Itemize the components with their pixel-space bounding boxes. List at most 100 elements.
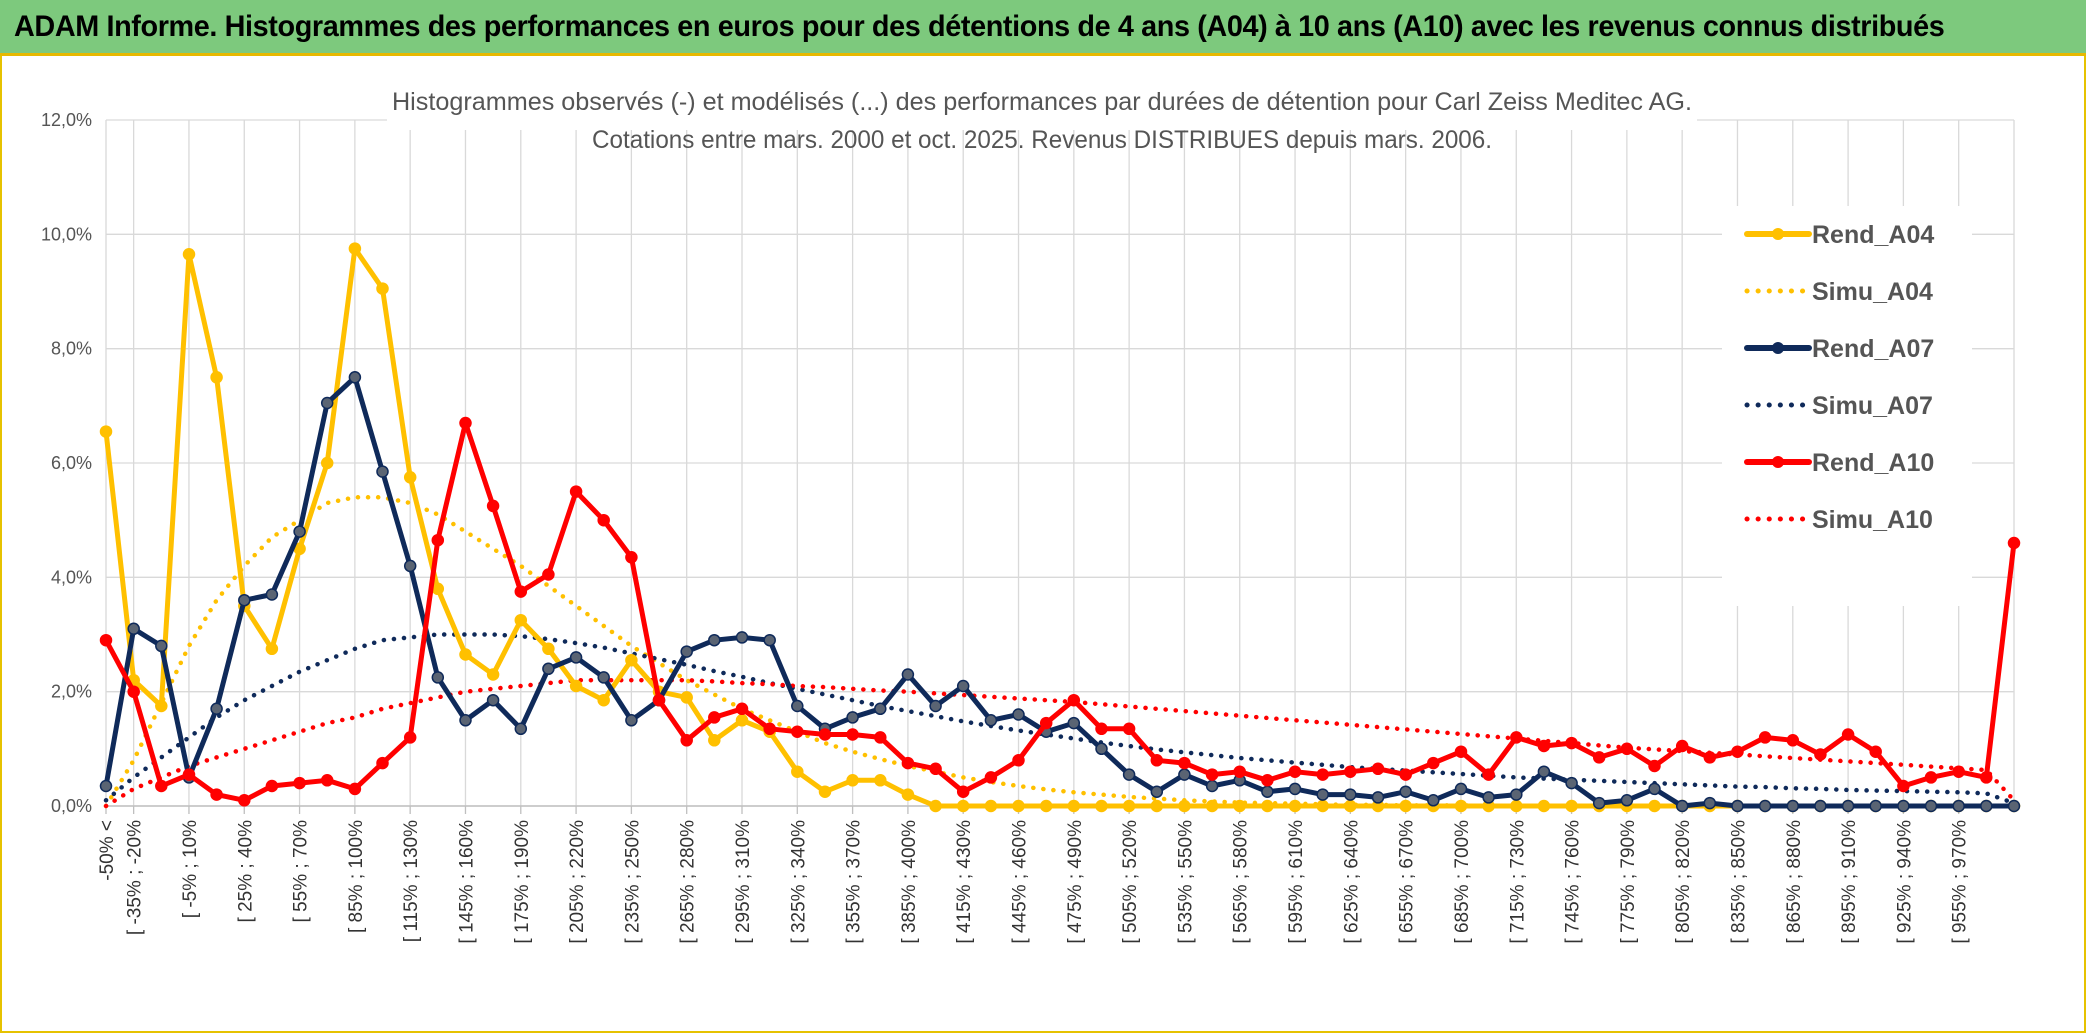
- point-rend-a07: [1510, 788, 1523, 801]
- point-rend-a04: [1648, 799, 1661, 813]
- point-rend-a10: [1288, 765, 1302, 778]
- point-rend-a07: [238, 593, 251, 607]
- point-rend-a10: [1371, 762, 1385, 776]
- y-axis-ticks: 0,0% 2,0% 4,0% 6,0% 8,0% 10,0% 12,0%: [41, 110, 92, 816]
- y-tick-label: 2,0%: [51, 682, 92, 702]
- legend-marker-rend-a07: [1772, 342, 1784, 354]
- point-rend-a07: [1261, 785, 1274, 798]
- x-tick-label: [ 475% ; 490%: [1065, 820, 1086, 944]
- point-rend-a10: [1205, 768, 1219, 781]
- point-rend-a10: [874, 731, 887, 744]
- point-rend-a07: [1316, 788, 1329, 801]
- chart-title-line-2: Cotations entre mars. 2000 et oct. 2025.…: [592, 126, 1492, 154]
- point-rend-a10: [514, 585, 528, 598]
- x-tick-label: [ 625% ; 640%: [1341, 820, 1362, 944]
- chart-series: [99, 242, 2021, 813]
- point-rend-a04: [984, 799, 998, 813]
- point-rend-a07: [431, 671, 445, 684]
- point-rend-a10: [652, 693, 666, 707]
- point-rend-a04: [210, 371, 223, 384]
- point-rend-a10: [1980, 771, 1993, 784]
- point-rend-a07: [1399, 785, 1412, 798]
- x-tick-label: [ 235% ; 250%: [622, 820, 643, 944]
- point-rend-a04: [956, 799, 970, 813]
- point-rend-a10: [1952, 765, 1965, 778]
- point-rend-a10: [956, 785, 970, 798]
- point-rend-a10: [1150, 754, 1164, 767]
- point-rend-a07: [1427, 794, 1440, 807]
- point-rend-a07: [1012, 708, 1025, 721]
- point-rend-a04: [597, 693, 610, 707]
- point-rend-a04: [486, 668, 500, 681]
- point-rend-a10: [431, 533, 445, 547]
- point-rend-a04: [514, 613, 528, 627]
- point-rend-a07: [459, 714, 472, 727]
- point-rend-a10: [1095, 722, 1108, 736]
- point-rend-a04: [1399, 799, 1412, 813]
- point-rend-a07: [265, 588, 279, 601]
- point-rend-a04: [459, 648, 472, 661]
- point-rend-a07: [403, 559, 417, 573]
- point-rend-a07: [1122, 768, 1136, 781]
- point-rend-a10: [1565, 736, 1578, 750]
- point-rend-a10: [763, 722, 776, 736]
- legend-label-rend-a07: Rend_A07: [1812, 335, 1934, 363]
- point-rend-a04: [1039, 799, 1053, 813]
- point-rend-a04: [1288, 799, 1302, 813]
- point-rend-a04: [1565, 799, 1578, 813]
- point-rend-a10: [1399, 768, 1412, 781]
- point-rend-a10: [791, 725, 804, 738]
- point-rend-a10: [1012, 754, 1025, 767]
- point-rend-a10: [1067, 693, 1081, 707]
- x-tick-label: [ 445% ; 460%: [1010, 820, 1031, 944]
- x-tick-label: [ 205% ; 220%: [567, 820, 588, 944]
- point-rend-a07: [708, 633, 721, 647]
- point-rend-a07: [1952, 799, 1965, 813]
- point-rend-a07: [514, 722, 528, 736]
- point-rend-a10: [403, 731, 417, 744]
- point-rend-a10: [1344, 765, 1357, 778]
- point-rend-a10: [569, 485, 583, 498]
- legend-label-rend-a04: Rend_A04: [1812, 221, 1934, 249]
- point-rend-a07: [763, 633, 776, 647]
- point-rend-a07: [1924, 799, 1938, 813]
- y-tick-label: 8,0%: [51, 339, 92, 359]
- point-rend-a04: [155, 699, 168, 713]
- point-rend-a07: [735, 631, 749, 644]
- point-rend-a10: [542, 568, 555, 581]
- y-tick-label: 10,0%: [41, 224, 92, 244]
- x-tick-label: [ 115% ; 130%: [401, 820, 422, 942]
- point-rend-a04: [680, 691, 693, 704]
- x-tick-label: [ 805% ; 820%: [1673, 820, 1694, 944]
- point-rend-a04: [1510, 799, 1523, 813]
- legend-label-simu-a07: Simu_A07: [1812, 392, 1933, 420]
- point-rend-a07: [984, 714, 998, 727]
- point-rend-a04: [1205, 799, 1219, 813]
- point-rend-a10: [320, 774, 334, 787]
- point-rend-a10: [597, 513, 610, 527]
- point-rend-a10: [846, 728, 859, 741]
- x-tick-label: [ 175% ; 190%: [512, 820, 533, 944]
- point-rend-a07: [1786, 799, 1800, 813]
- point-rend-a10: [2007, 536, 2021, 550]
- x-tick-label: [ 355% ; 370%: [844, 820, 865, 944]
- point-rend-a04: [1067, 799, 1081, 813]
- point-rend-a10: [680, 734, 693, 747]
- point-rend-a10: [901, 756, 915, 770]
- point-rend-a10: [1897, 779, 1910, 793]
- point-rend-a10: [99, 633, 113, 647]
- point-rend-a04: [1178, 799, 1191, 813]
- point-rend-a04: [846, 774, 859, 787]
- point-rend-a10: [265, 779, 279, 793]
- point-rend-a10: [708, 711, 721, 724]
- point-rend-a07: [1344, 788, 1357, 801]
- point-rend-a04: [376, 282, 389, 295]
- point-rend-a07: [874, 702, 887, 716]
- point-rend-a07: [542, 662, 555, 676]
- report-banner: ADAM Informe. Histogrammes des performan…: [0, 0, 2086, 56]
- point-rend-a10: [984, 771, 998, 784]
- point-rend-a04: [625, 653, 638, 667]
- point-rend-a07: [486, 693, 500, 707]
- legend-label-simu-a10: Simu_A10: [1812, 506, 1933, 534]
- point-rend-a10: [1454, 745, 1468, 758]
